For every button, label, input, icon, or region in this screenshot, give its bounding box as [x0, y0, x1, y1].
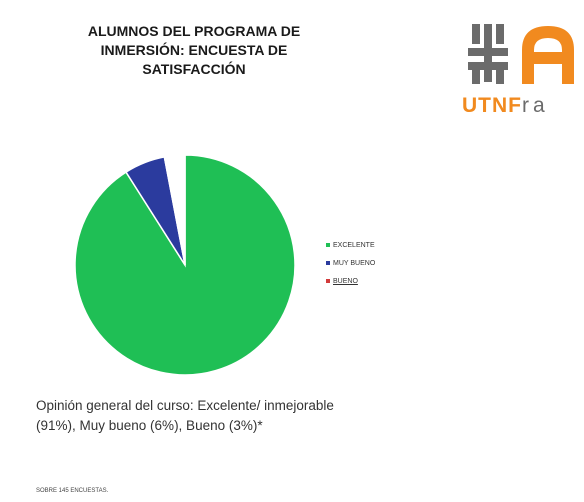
caption-text: Opinión general del curso: Excelente/ in… [36, 398, 334, 433]
utn-logo [468, 24, 574, 84]
legend-label-muy-bueno: MUY BUENO [333, 259, 376, 267]
utn-arch-icon [522, 26, 574, 84]
legend-item-excelente: EXCELENTE [326, 236, 375, 254]
legend-item-muy-bueno: MUY BUENO [326, 254, 375, 272]
pie-slice-bueno [163, 154, 186, 266]
utn-emblem-icon [468, 24, 508, 84]
legend-swatch-muy-bueno [326, 261, 330, 265]
title-line-3: SATISFACCIÓN [142, 61, 246, 77]
logo-text-rest: ra [522, 94, 549, 117]
logo-text-accent: UTNF [462, 94, 522, 117]
footnote-text: SOBRE 145 ENCUESTAS. [36, 488, 109, 494]
legend-swatch-excelente [326, 243, 330, 247]
legend-swatch-bueno [326, 279, 330, 283]
chart-legend: EXCELENTE MUY BUENO BUENO [326, 236, 375, 290]
title-line-2: INMERSIÓN: ENCUESTA DE [100, 42, 288, 58]
chart-title: ALUMNOS DEL PROGRAMA DE INMERSIÓN: ENCUE… [36, 22, 352, 79]
legend-item-bueno: BUENO [326, 272, 375, 290]
pie-chart [74, 154, 296, 376]
title-line-1: ALUMNOS DEL PROGRAMA DE [87, 23, 301, 39]
legend-label-excelente: EXCELENTE [333, 241, 375, 249]
logo-text: UTNFra [462, 94, 549, 118]
legend-label-bueno: BUENO [333, 277, 358, 285]
